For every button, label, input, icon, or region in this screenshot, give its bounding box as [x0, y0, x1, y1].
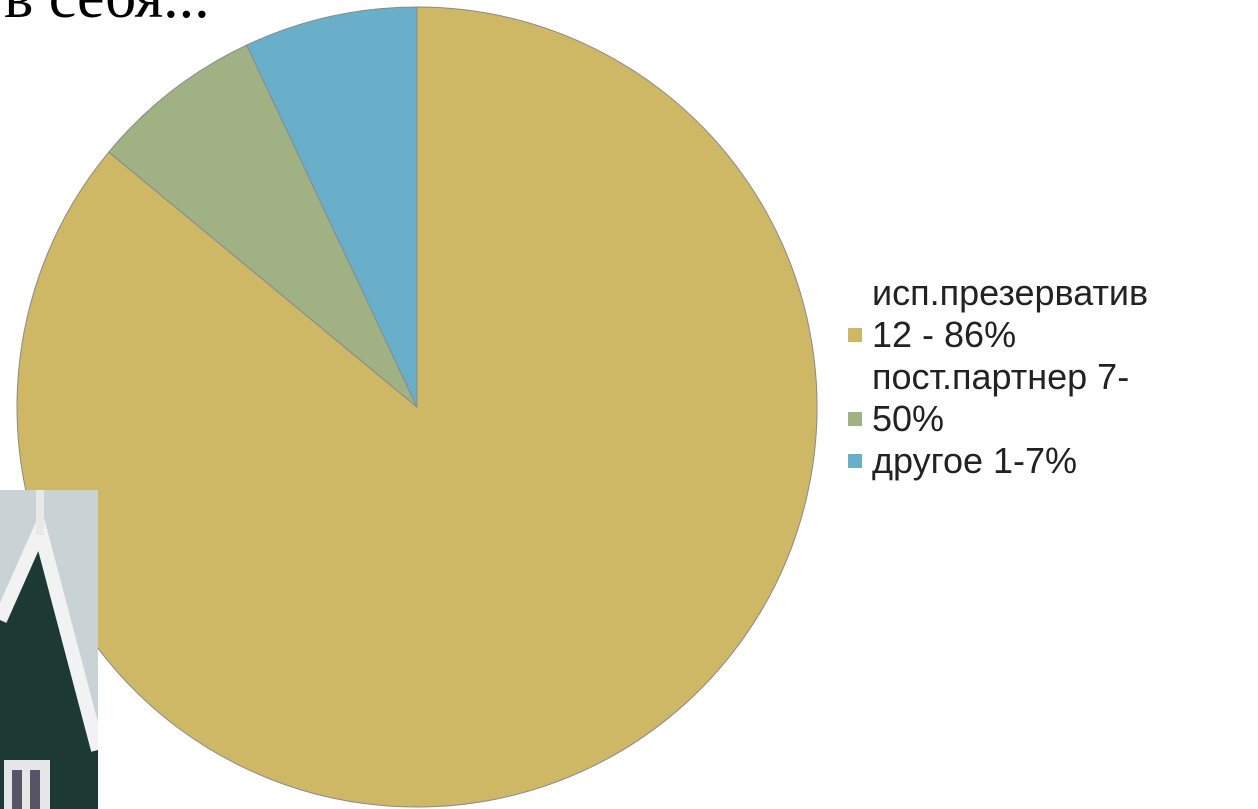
- decorative-photo: [0, 490, 98, 809]
- legend-swatch: [848, 412, 862, 426]
- legend-entry: пост.партнер 7-50%: [846, 356, 1246, 440]
- legend-label: другое 1-7%: [872, 440, 1078, 481]
- legend-entry: исп.презерватив 12 - 86%: [846, 272, 1246, 356]
- chart-title: в себя...: [4, 0, 210, 33]
- legend: исп.презерватив 12 - 86% пост.партнер 7-5…: [846, 272, 1246, 482]
- pie-slice: [246, 6, 418, 408]
- legend-swatch: [848, 328, 862, 342]
- legend-entry: другое 1-7%: [846, 440, 1246, 482]
- pie-slice: [108, 44, 418, 408]
- legend-label: исп.презерватив 12 - 86%: [872, 272, 1149, 355]
- legend-label: пост.партнер 7-50%: [872, 356, 1130, 439]
- legend-swatch: [848, 454, 862, 468]
